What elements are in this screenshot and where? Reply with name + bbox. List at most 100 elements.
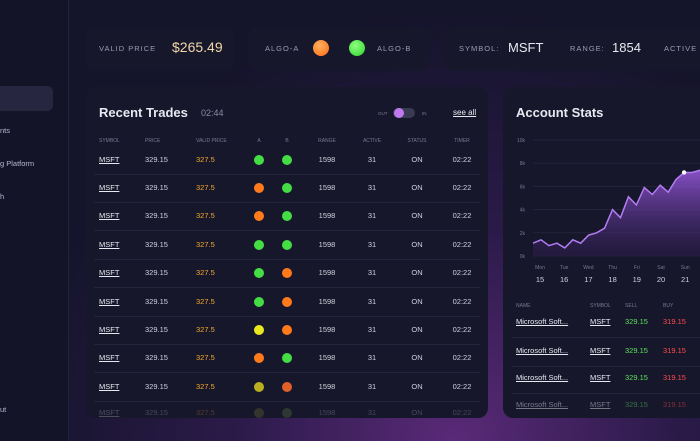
column-header: PRICE [145, 138, 161, 144]
row-divider [94, 316, 480, 317]
column-header: BUY [663, 303, 674, 309]
clock: 02:44 [201, 108, 224, 118]
table-cell: 327.5 [196, 382, 215, 391]
signal-dot [282, 297, 292, 307]
signal-dot [254, 297, 264, 307]
column-header: SELL [625, 303, 638, 309]
panel-title: Recent Trades [99, 105, 188, 120]
see-all-link[interactable]: see all [453, 108, 477, 117]
table-cell[interactable]: Microsoft Soft... [516, 400, 569, 409]
signal-dot [254, 353, 264, 363]
y-tick-label: 2k [520, 231, 526, 237]
table-cell: 319.15 [663, 317, 686, 326]
table-cell[interactable]: Microsoft Soft... [516, 346, 569, 355]
label: RANGE: [570, 44, 605, 53]
row-divider [94, 174, 480, 175]
x-tick-label: 20 [657, 275, 665, 284]
table-cell[interactable]: MSFT [99, 408, 120, 417]
table-cell: 329.15 [145, 382, 168, 391]
table-cell: ON [411, 183, 423, 192]
table-cell: 329.15 [145, 155, 168, 164]
table-cell: 329.15 [145, 325, 168, 334]
toggle[interactable] [393, 108, 415, 118]
sidebar-item[interactable]: g Platform [0, 159, 35, 168]
table-cell: 327.5 [196, 183, 215, 192]
sidebar-item[interactable]: nts [0, 126, 11, 135]
signal-dot [282, 183, 292, 193]
table-cell: ON [411, 268, 423, 277]
signal-dot [254, 240, 264, 250]
table-cell: 327.5 [196, 155, 215, 164]
table-cell: 329.15 [145, 183, 168, 192]
algo-card [248, 27, 430, 71]
x-tick-label: 17 [584, 275, 592, 284]
toggle-label: OUT [378, 111, 388, 116]
table-cell: 31 [367, 353, 377, 362]
table-cell[interactable]: Microsoft Soft... [516, 373, 569, 382]
table-cell: 1598 [318, 268, 336, 277]
table-cell: 329.15 [145, 211, 168, 220]
table-cell: 327.5 [196, 268, 215, 277]
table-cell[interactable]: MSFT [99, 240, 120, 249]
table-cell[interactable]: MSFT [590, 400, 611, 409]
table-cell[interactable]: MSFT [99, 353, 120, 362]
dot [349, 40, 365, 56]
symbol-card [445, 27, 700, 71]
table-cell: 31 [367, 240, 377, 249]
signal-dot [254, 155, 264, 165]
table-cell[interactable]: MSFT [99, 155, 120, 164]
toggle-label: IN [422, 111, 427, 116]
signal-dot [282, 240, 292, 250]
table-cell: 1598 [318, 408, 336, 417]
table-cell: 319.15 [663, 400, 686, 409]
table-cell: 31 [367, 408, 377, 417]
table-cell: 319.15 [663, 346, 686, 355]
table-cell: 329.15 [145, 353, 168, 362]
table-cell[interactable]: MSFT [99, 211, 120, 220]
table-cell[interactable]: MSFT [99, 297, 120, 306]
table-cell: ON [411, 382, 423, 391]
x-tick-label: 21 [681, 275, 689, 284]
table-cell: 329.15 [145, 297, 168, 306]
recent-trades-panel [86, 87, 488, 418]
table-cell: 329.15 [145, 408, 168, 417]
table-cell: 1598 [318, 211, 336, 220]
table-cell[interactable]: MSFT [99, 183, 120, 192]
sidebar-active-item[interactable] [0, 86, 53, 111]
x-tick-label: Thu [608, 265, 617, 271]
signal-dot [282, 268, 292, 278]
panel-title: Account Stats [516, 105, 604, 120]
table-cell[interactable]: MSFT [99, 382, 120, 391]
row-divider [512, 337, 700, 338]
sidebar-item[interactable]: h [0, 192, 5, 201]
table-cell: 02:22 [452, 297, 472, 306]
table-cell: ON [411, 155, 423, 164]
table-cell: 31 [367, 183, 377, 192]
table-cell[interactable]: MSFT [590, 346, 611, 355]
table-cell[interactable]: MSFT [590, 317, 611, 326]
table-cell[interactable]: MSFT [590, 373, 611, 382]
table-cell: 31 [367, 297, 377, 306]
column-header: TIMER [454, 138, 470, 144]
table-cell[interactable]: Microsoft Soft... [516, 317, 569, 326]
sidebar-item[interactable]: ut [0, 405, 7, 414]
column-header: A [257, 138, 261, 144]
x-tick-label: Fri [634, 265, 640, 271]
label: SYMBOL: [459, 44, 500, 53]
valid-price: $265.49 [172, 39, 223, 55]
table-cell: 327.5 [196, 353, 215, 362]
table-cell: 329.15 [145, 268, 168, 277]
table-cell: 02:22 [452, 240, 472, 249]
toggle-knob[interactable] [394, 108, 404, 118]
x-tick-label: Mon [535, 265, 545, 271]
signal-dot [254, 382, 264, 392]
table-cell[interactable]: MSFT [99, 268, 120, 277]
signal-dot [254, 211, 264, 221]
signal-dot [254, 408, 264, 418]
table-cell: 329.15 [625, 400, 648, 409]
table-cell: 1598 [318, 155, 336, 164]
table-cell[interactable]: MSFT [99, 325, 120, 334]
area [533, 170, 700, 256]
x-tick-label: 16 [560, 275, 568, 284]
row-divider [512, 366, 700, 367]
